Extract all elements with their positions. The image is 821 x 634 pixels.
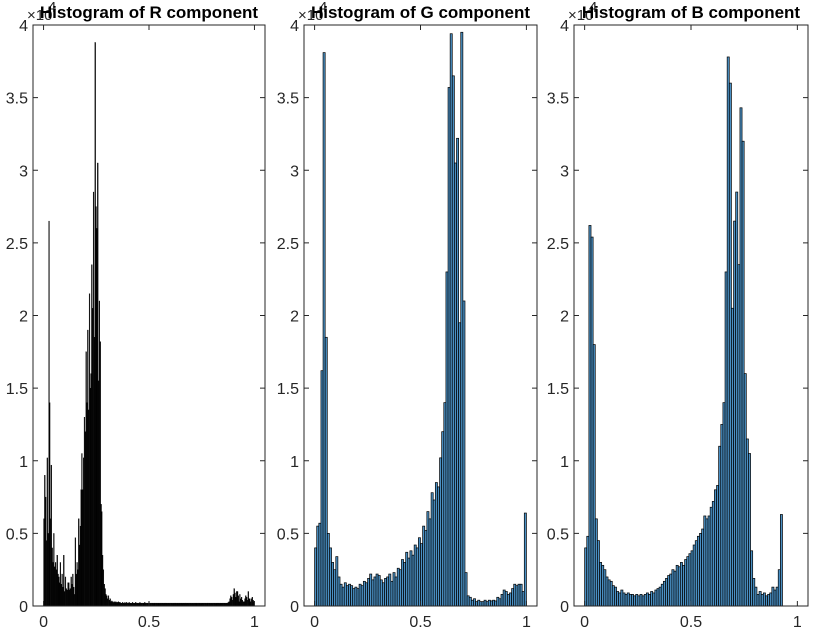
g-y-tick-label: 1.5 <box>277 381 299 398</box>
r-y-tick-label: 0.5 <box>6 526 28 543</box>
g-axes-box <box>303 24 538 607</box>
g-x-tick-label: 0.5 <box>409 614 431 631</box>
r-x-tick-label: 0 <box>39 614 48 631</box>
b-y-tick-label: 4 <box>560 18 569 35</box>
r-y-tick-label: 1.5 <box>6 381 28 398</box>
g-x-tick-label: 1 <box>522 614 531 631</box>
r-x-tick-label: 0.5 <box>138 614 160 631</box>
g-bar <box>462 300 466 607</box>
r-y-tick-label: 2.5 <box>6 236 28 253</box>
g-ticks: 0 0.5 1 1.5 2 2.5 3 3.5 4 0 0.5 1 <box>277 18 537 631</box>
g-y-tick-label: 3.5 <box>277 91 299 108</box>
r-y-tick-label: 4 <box>19 18 28 35</box>
b-bars <box>584 56 783 607</box>
r-chart-title: Histogram of R component <box>40 3 259 22</box>
g-y-tick-label: 1 <box>290 454 299 471</box>
b-y-tick-label: 3 <box>560 163 569 180</box>
r-axes-box <box>32 24 266 607</box>
b-axes-box <box>573 24 809 607</box>
b-y-tick-label: 0.5 <box>547 526 569 543</box>
g-chart-title: Histogram of G component <box>311 3 530 22</box>
b-y-tick-label: 2.5 <box>547 236 569 253</box>
g-y-tick-label: 3 <box>290 163 299 180</box>
histogram-r-panel: 0 0.5 1 1.5 2 2.5 3 3.5 4 0 0.5 1 ×10 4 Histogram o… <box>6 0 266 631</box>
r-y-exponent: ×10 <box>27 7 52 24</box>
r-y-exponent-power: 4 <box>48 0 56 16</box>
b-y-tick-label: 2 <box>560 309 569 326</box>
g-x-tick-label: 0 <box>310 614 319 631</box>
g-y-exponent: ×10 <box>298 7 323 24</box>
b-y-tick-label: 3.5 <box>547 91 569 108</box>
b-x-tick-label: 1 <box>793 614 802 631</box>
histogram-b-panel: 0 0.5 1 1.5 2 2.5 3 3.5 4 0 0.5 1 ×10 4 Histogram o… <box>547 0 809 631</box>
b-x-tick-label: 0.5 <box>680 614 702 631</box>
b-y-tick-label: 1 <box>560 454 569 471</box>
g-y-tick-label: 0 <box>290 599 299 616</box>
g-y-tick-label: 2 <box>290 309 299 326</box>
b-y-tick-label: 1.5 <box>547 381 569 398</box>
b-ticks: 0 0.5 1 1.5 2 2.5 3 3.5 4 0 0.5 1 <box>547 18 808 631</box>
r-y-tick-label: 0 <box>19 599 28 616</box>
r-bars <box>43 42 255 607</box>
r-y-tick-label: 3 <box>19 163 28 180</box>
b-y-exponent: ×10 <box>568 7 593 24</box>
g-y-tick-label: 2.5 <box>277 236 299 253</box>
b-bar <box>779 514 783 607</box>
histogram-g-panel: 0 0.5 1 1.5 2 2.5 3 3.5 4 0 0.5 1 ×10 4 Histogram o… <box>277 0 538 631</box>
g-bars <box>314 31 527 607</box>
g-y-tick-label: 0.5 <box>277 526 299 543</box>
r-x-tick-label: 1 <box>250 614 259 631</box>
r-y-tick-label: 3.5 <box>6 91 28 108</box>
g-y-exponent-power: 4 <box>319 0 327 16</box>
b-x-tick-label: 0 <box>580 614 589 631</box>
r-ticks: 0 0.5 1 1.5 2 2.5 3 3.5 4 0 0.5 1 <box>6 18 265 631</box>
b-y-exponent-power: 4 <box>589 0 597 16</box>
b-chart-title: Histogram of B component <box>582 3 801 22</box>
g-bar <box>523 512 527 607</box>
r-y-tick-label: 1 <box>19 454 28 471</box>
r-y-tick-label: 2 <box>19 309 28 326</box>
b-y-tick-label: 0 <box>560 599 569 616</box>
g-y-tick-label: 4 <box>290 18 299 35</box>
